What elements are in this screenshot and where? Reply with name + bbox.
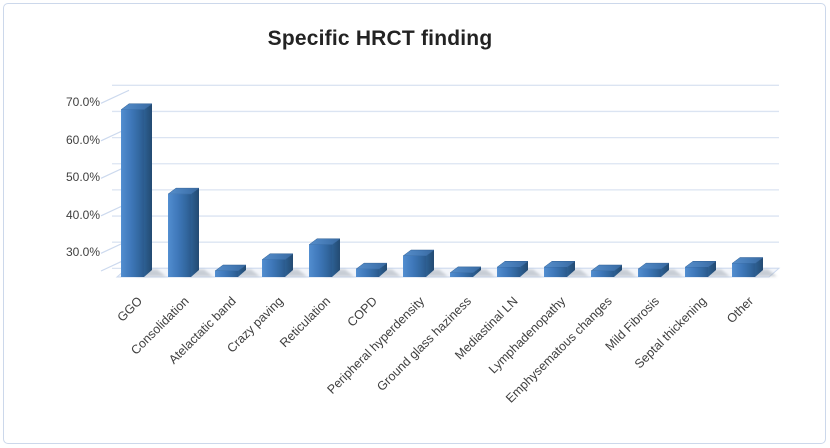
bar-emphysematous-changes: [590, 264, 636, 277]
bar-atelactatic-band: [214, 264, 260, 277]
bar-lymphadenopathy: [543, 261, 589, 277]
bar-crazy-paving: [261, 253, 307, 277]
y-tick-label-70-0: 70.0%: [65, 95, 100, 110]
y-tick-label-40-0: 40.0%: [65, 207, 100, 222]
gridlines: [112, 84, 779, 270]
y-tick-label-60-0: 60.0%: [65, 132, 100, 147]
bar-ggo: [120, 103, 166, 277]
bar-reticulation: [308, 238, 354, 277]
bar-peripheral-hyperdensity: [402, 249, 448, 277]
bar-septal-thickening: [684, 261, 730, 277]
y-tick-label-30-0: 30.0%: [65, 245, 100, 260]
y-tick-label-50-0: 50.0%: [65, 170, 100, 185]
bar-copd: [355, 262, 401, 277]
bar-ground-glass-haziness: [449, 266, 495, 277]
bar-series: [120, 103, 777, 277]
bar-mild-fibrosis: [637, 262, 683, 277]
chart-title: Specific HRCT finding: [267, 27, 493, 50]
bar-mediastinal-ln: [496, 261, 542, 277]
bar-consolidation: [167, 187, 213, 277]
bar-other: [731, 257, 777, 277]
